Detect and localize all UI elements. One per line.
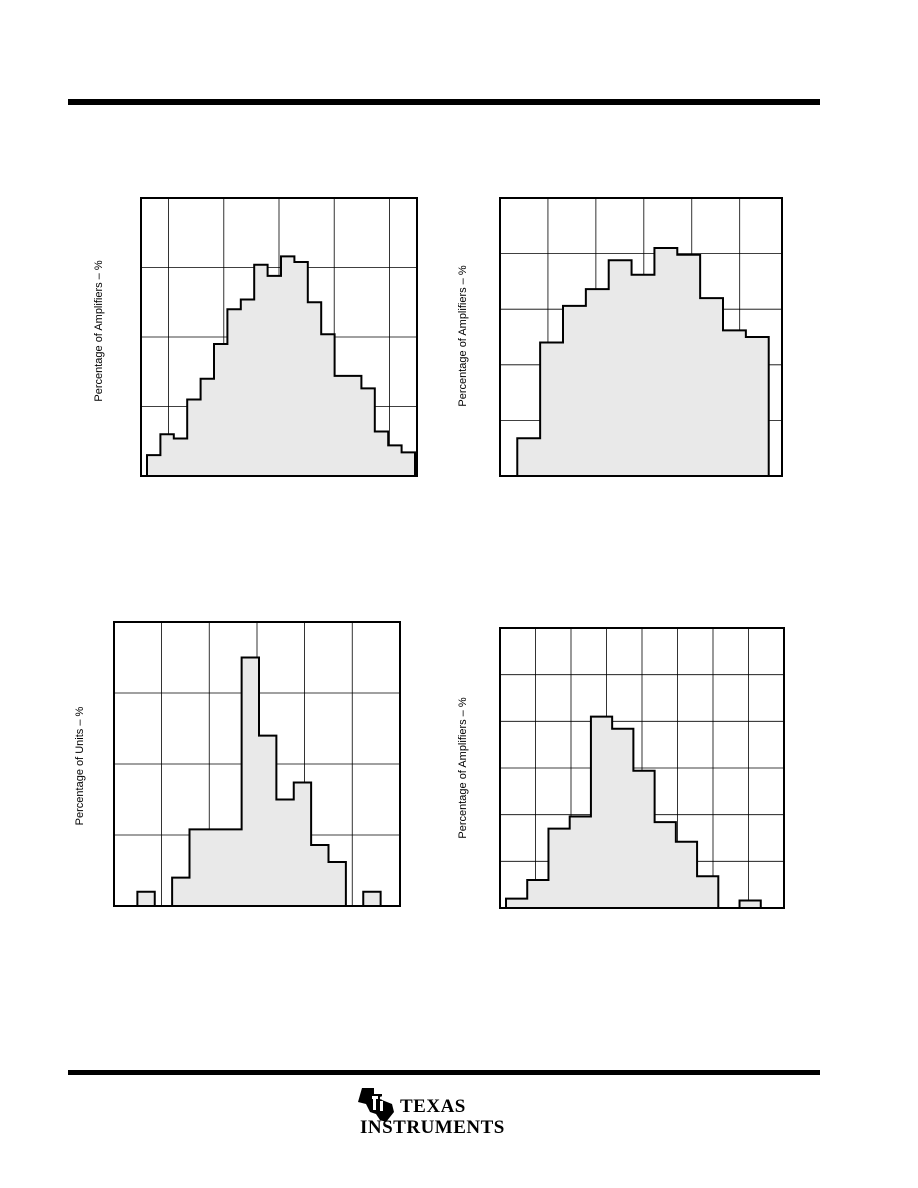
chart-4-frame [499, 627, 785, 909]
chart-2-histogram-fill [517, 248, 769, 476]
chart-1-bar-6 [227, 309, 240, 476]
chart-1-bar-14 [335, 376, 348, 476]
chart-4-bar-6 [633, 771, 654, 908]
chart-1-bar-18 [388, 445, 401, 476]
chart-3-bar-8 [259, 736, 276, 906]
chart-1-bar-16 [361, 388, 374, 476]
chart-2-bar-7 [677, 255, 700, 476]
chart-1-histogram-fill [147, 256, 415, 476]
ti-logo: TEXAS INSTRUMENTS [356, 1084, 516, 1140]
chart-3-bar-14 [363, 892, 380, 906]
chart-1-bar-3 [187, 400, 200, 476]
chart-2 [499, 197, 783, 479]
chart-3-bar-1 [137, 892, 154, 906]
chart-4-ylabel: Percentage of Amplifiers – % [457, 697, 469, 839]
chart-2-ylabel: Percentage of Amplifiers – % [457, 265, 469, 407]
chart-3-ylabel: Percentage of Units – % [74, 706, 86, 826]
chart-1-bar-4 [201, 379, 214, 476]
chart-4-bar-0 [506, 899, 527, 908]
chart-1-bar-2 [174, 438, 187, 476]
chart-1-bar-15 [348, 376, 361, 476]
ti-state-logo-icon [358, 1088, 394, 1122]
chart-2-bar-6 [654, 248, 677, 476]
chart-2-histogram-outline [516, 247, 770, 476]
ti-logo-line2: INSTRUMENTS [360, 1117, 505, 1138]
chart-3-bar-12 [329, 862, 346, 906]
chart-1-bar-5 [214, 344, 227, 476]
header-rule [68, 99, 820, 105]
chart-3-bar-5 [207, 829, 224, 906]
chart-4-bar-5 [612, 729, 633, 908]
chart-1-svg [140, 197, 418, 477]
chart-4-bar-1 [527, 880, 548, 908]
chart-4-bar-7 [655, 822, 676, 908]
chart-1-bar-17 [375, 432, 388, 476]
chart-1-frame [140, 197, 418, 477]
chart-4-histogram-fill [506, 716, 782, 908]
chart-3-bar-6 [224, 829, 241, 906]
chart-4-bar-2 [548, 829, 569, 908]
chart-2-bar-8 [700, 298, 723, 476]
chart-2-bar-2 [563, 306, 586, 476]
chart-2-bar-3 [586, 289, 609, 476]
chart-4-bar-8 [676, 842, 697, 908]
chart-1-bar-8 [254, 265, 267, 476]
ti-logo-line1: TEXAS [400, 1096, 466, 1117]
chart-2-svg [499, 197, 783, 477]
chart-4-bar-9 [697, 876, 718, 908]
chart-2-bar-1 [540, 343, 563, 476]
chart-3-svg [113, 621, 401, 907]
chart-2-frame [499, 197, 783, 477]
chart-3-frame [113, 621, 401, 907]
chart-2-bar-10 [746, 337, 769, 476]
chart-4-bar-4 [591, 717, 612, 908]
chart-3-bar-10 [294, 782, 311, 906]
chart-1-bar-7 [241, 299, 254, 476]
chart-1-bar-11 [294, 262, 307, 476]
chart-1-bar-12 [308, 302, 321, 476]
chart-2-bar-4 [609, 260, 632, 476]
chart-2-bar-0 [517, 438, 540, 476]
chart-3-bar-3 [172, 878, 189, 906]
chart-3 [113, 621, 401, 909]
chart-1-bar-0 [147, 455, 160, 476]
chart-3-bar-4 [190, 829, 207, 906]
chart-4-bar-11 [740, 901, 761, 908]
chart-3-bar-7 [242, 658, 259, 907]
footer-rule [68, 1070, 820, 1075]
chart-1-bar-13 [321, 334, 334, 476]
chart-2-bar-5 [632, 275, 655, 476]
chart-3-bar-9 [276, 800, 293, 907]
chart-1-bar-9 [268, 276, 281, 476]
chart-4 [499, 627, 785, 911]
chart-1-ylabel: Percentage of Amplifiers – % [93, 260, 105, 402]
chart-4-svg [499, 627, 785, 909]
chart-1-bar-10 [281, 256, 294, 476]
chart-1-bar-1 [160, 434, 173, 476]
chart-4-bar-3 [570, 817, 591, 908]
chart-3-bar-11 [311, 845, 328, 906]
chart-1-bar-19 [402, 452, 415, 476]
chart-2-bar-9 [723, 330, 746, 476]
chart-1 [140, 197, 418, 479]
chart-1-histogram-outline [146, 255, 416, 476]
